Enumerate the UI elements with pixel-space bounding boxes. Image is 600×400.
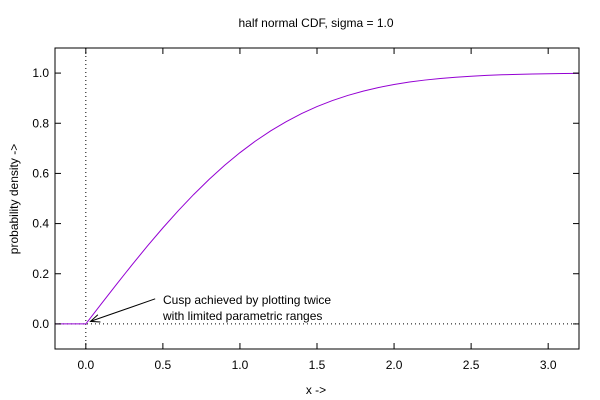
y-tick-label: 0.8 [32,116,49,130]
y-tick-label: 0.6 [32,166,49,180]
x-tick-label: 2.0 [386,358,403,372]
y-tick-label: 0.4 [32,217,49,231]
series-line [55,72,580,325]
zero-lines [55,48,579,349]
y-tick-label: 0.2 [32,267,49,281]
y-axis-label: probability density -> [7,144,21,254]
annotation-arrow-head [89,314,101,323]
series-layer [55,72,580,325]
x-tick-label: 2.5 [463,358,480,372]
chart-title: half normal CDF, sigma = 1.0 [238,16,393,30]
y-tick-label: 0.0 [32,317,49,331]
x-tick-label: 0.0 [77,358,94,372]
annotation-text-line: with limited parametric ranges [162,309,322,323]
ticks-layer: 0.0 0.5 1.0 1.5 2.0 2.5 3.0 0.0 0.2 0.4 0.6 0.8 1.0 [32,48,579,372]
y-tick-label: 1.0 [32,66,49,80]
x-axis-label: x -> [306,383,326,397]
x-tick-label: 1.5 [309,358,326,372]
x-tick-label: 0.5 [155,358,172,372]
annotation-text-line: Cusp achieved by plotting twice [163,293,331,307]
x-tick-label: 1.0 [232,358,249,372]
annotation-arrow-line [90,298,156,322]
annotation-layer: Cusp achieved by plotting twice with limi… [89,293,331,323]
x-tick-label: 3.0 [540,358,557,372]
